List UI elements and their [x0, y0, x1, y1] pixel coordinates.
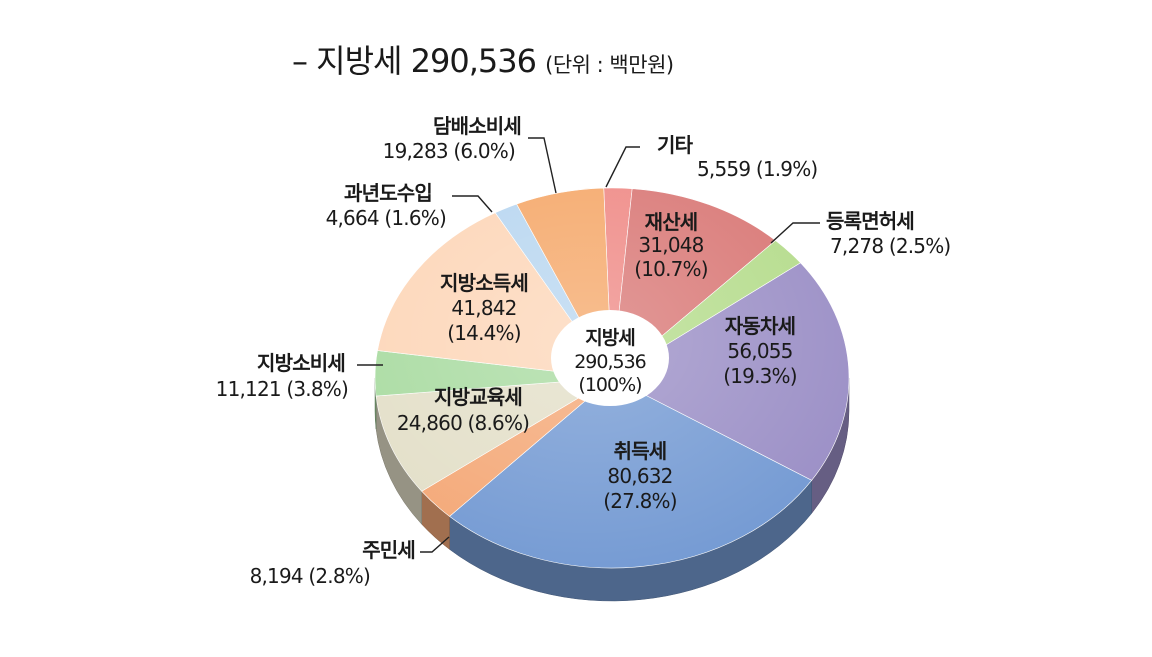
label-2-name: 등록면허세	[826, 209, 914, 233]
label-0-value: 5,559 (1.9%)	[697, 157, 817, 181]
label-10-value: 19,283 (6.0%)	[383, 139, 515, 163]
pie-center-hole	[551, 310, 669, 406]
label-9-value: 4,664 (1.6%)	[326, 206, 446, 230]
label-5-value: 8,194 (2.8%)	[250, 564, 370, 588]
leader-line-0	[605, 146, 640, 188]
label-9-name: 과년도수입	[344, 181, 432, 205]
leader-line-2	[770, 222, 820, 244]
label-0-name: 기타	[657, 133, 694, 157]
label-7-value: 11,121 (3.8%)	[216, 377, 348, 401]
leader-line-9	[452, 195, 493, 213]
label-8-value: 41,842	[451, 296, 516, 320]
label-7-name: 지방소비세	[257, 351, 345, 375]
title-unit: (단위 : 백만원)	[545, 53, 674, 77]
center-total-value: 290,536	[574, 351, 646, 373]
pie-side-group	[374, 377, 850, 602]
title-text: 지방세 290,536	[316, 42, 537, 80]
label-8-name: 지방소득세	[440, 271, 528, 295]
label-3-value: (19.3%)	[723, 364, 797, 388]
label-4-name: 취득세	[614, 439, 667, 463]
label-1-value: 31,048	[638, 233, 703, 257]
title-dash: –	[292, 42, 308, 80]
center-total-pct: (100%)	[578, 374, 641, 396]
label-3-value: 56,055	[727, 339, 792, 363]
label-4-value: 80,632	[607, 464, 672, 488]
label-6-name: 지방교육세	[434, 385, 522, 409]
center-total-name: 지방세	[585, 327, 634, 349]
label-8-value: (14.4%)	[447, 321, 521, 345]
chart-title: – 지방세 290,536 (단위 : 백만원)	[292, 36, 674, 82]
label-1-value: (10.7%)	[634, 257, 708, 281]
label-6-value: 24,860 (8.6%)	[397, 411, 529, 435]
label-1-name: 재산세	[645, 210, 698, 234]
label-4-value: (27.8%)	[603, 489, 677, 513]
leader-line-10	[528, 137, 557, 194]
label-5-name: 주민세	[362, 538, 415, 562]
label-3-name: 자동차세	[725, 314, 795, 338]
leader-line-5	[420, 536, 450, 553]
label-2-value: 7,278 (2.5%)	[830, 234, 950, 258]
label-10-name: 담배소비세	[433, 114, 521, 138]
